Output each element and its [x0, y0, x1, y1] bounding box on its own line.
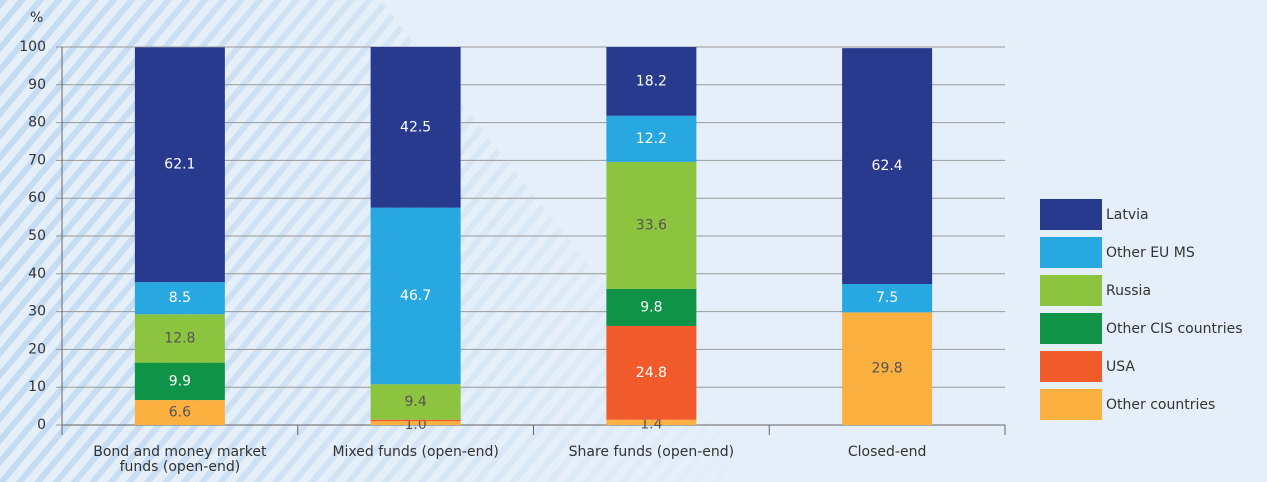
data-label: 9.8 [640, 299, 662, 315]
bar-segment [134, 314, 225, 363]
legend-swatch [1040, 351, 1102, 382]
y-tick-label: 0 [37, 417, 46, 433]
legend-label: USA [1106, 359, 1135, 375]
data-label: 18.2 [636, 73, 667, 89]
y-tick-label: 80 [28, 115, 46, 131]
data-label: 7.5 [876, 290, 898, 306]
x-tick-label: Bond and money market funds (open-end) [93, 444, 267, 475]
x-tick-label: Share funds (open-end) [568, 444, 735, 460]
data-label: 24.8 [636, 365, 667, 381]
x-tick-label: Mixed funds (open-end) [332, 444, 499, 460]
y-tick-label: 90 [28, 77, 46, 93]
legend-label: Latvia [1106, 207, 1149, 223]
legend-label: Other CIS countries [1106, 321, 1243, 337]
y-tick-label: 30 [28, 304, 46, 320]
data-label: 1.4 [640, 416, 662, 432]
y-tick-label: 40 [28, 266, 46, 282]
legend-label: Other countries [1106, 397, 1215, 413]
bar-segment [134, 47, 225, 283]
bar-segment [134, 400, 225, 425]
bar-segment [134, 362, 225, 401]
bar-segment [606, 161, 697, 289]
data-label: 9.4 [404, 394, 426, 410]
data-label: 42.5 [400, 119, 431, 135]
legend-swatch [1040, 275, 1102, 306]
bar-segment [606, 419, 697, 425]
bar-segment [606, 325, 697, 420]
y-tick-label: 60 [28, 190, 46, 206]
bar-segment [370, 384, 461, 420]
y-tick-label: 70 [28, 152, 46, 168]
bar-segment [842, 284, 933, 313]
y-tick-label: 100 [19, 39, 46, 55]
y-tick-label: 10 [28, 379, 46, 395]
x-tick-label: Closed-end [847, 444, 927, 460]
data-label: 9.9 [169, 373, 191, 389]
bar-segment [370, 207, 461, 385]
data-label: 8.5 [169, 290, 191, 306]
data-label: 62.1 [164, 157, 195, 173]
bar-segment [842, 48, 933, 285]
y-tick-label: 20 [28, 341, 46, 357]
data-label: 33.6 [636, 217, 667, 233]
legend-swatch [1040, 313, 1102, 344]
data-label: 29.8 [872, 361, 903, 377]
data-label: 6.6 [169, 405, 191, 421]
legend-swatch [1040, 199, 1102, 230]
data-label: 12.8 [164, 330, 195, 346]
bar-segment [370, 421, 461, 425]
legend-swatch [1040, 389, 1102, 420]
data-label: 62.4 [872, 158, 903, 174]
bar-segment [370, 47, 461, 208]
bar-segment [606, 47, 697, 116]
bar-segment [134, 282, 225, 315]
legend-label: Other EU MS [1106, 245, 1195, 261]
bar-segment [606, 115, 697, 162]
data-label: 12.2 [636, 131, 667, 147]
bar-segment [606, 288, 697, 326]
y-axis-label: % [30, 10, 43, 26]
bar-segment [842, 312, 933, 425]
legend-label: Russia [1106, 283, 1151, 299]
y-tick-label: 50 [28, 228, 46, 244]
data-label: 46.7 [400, 288, 431, 304]
legend-swatch [1040, 237, 1102, 268]
bar-segment [370, 419, 461, 422]
